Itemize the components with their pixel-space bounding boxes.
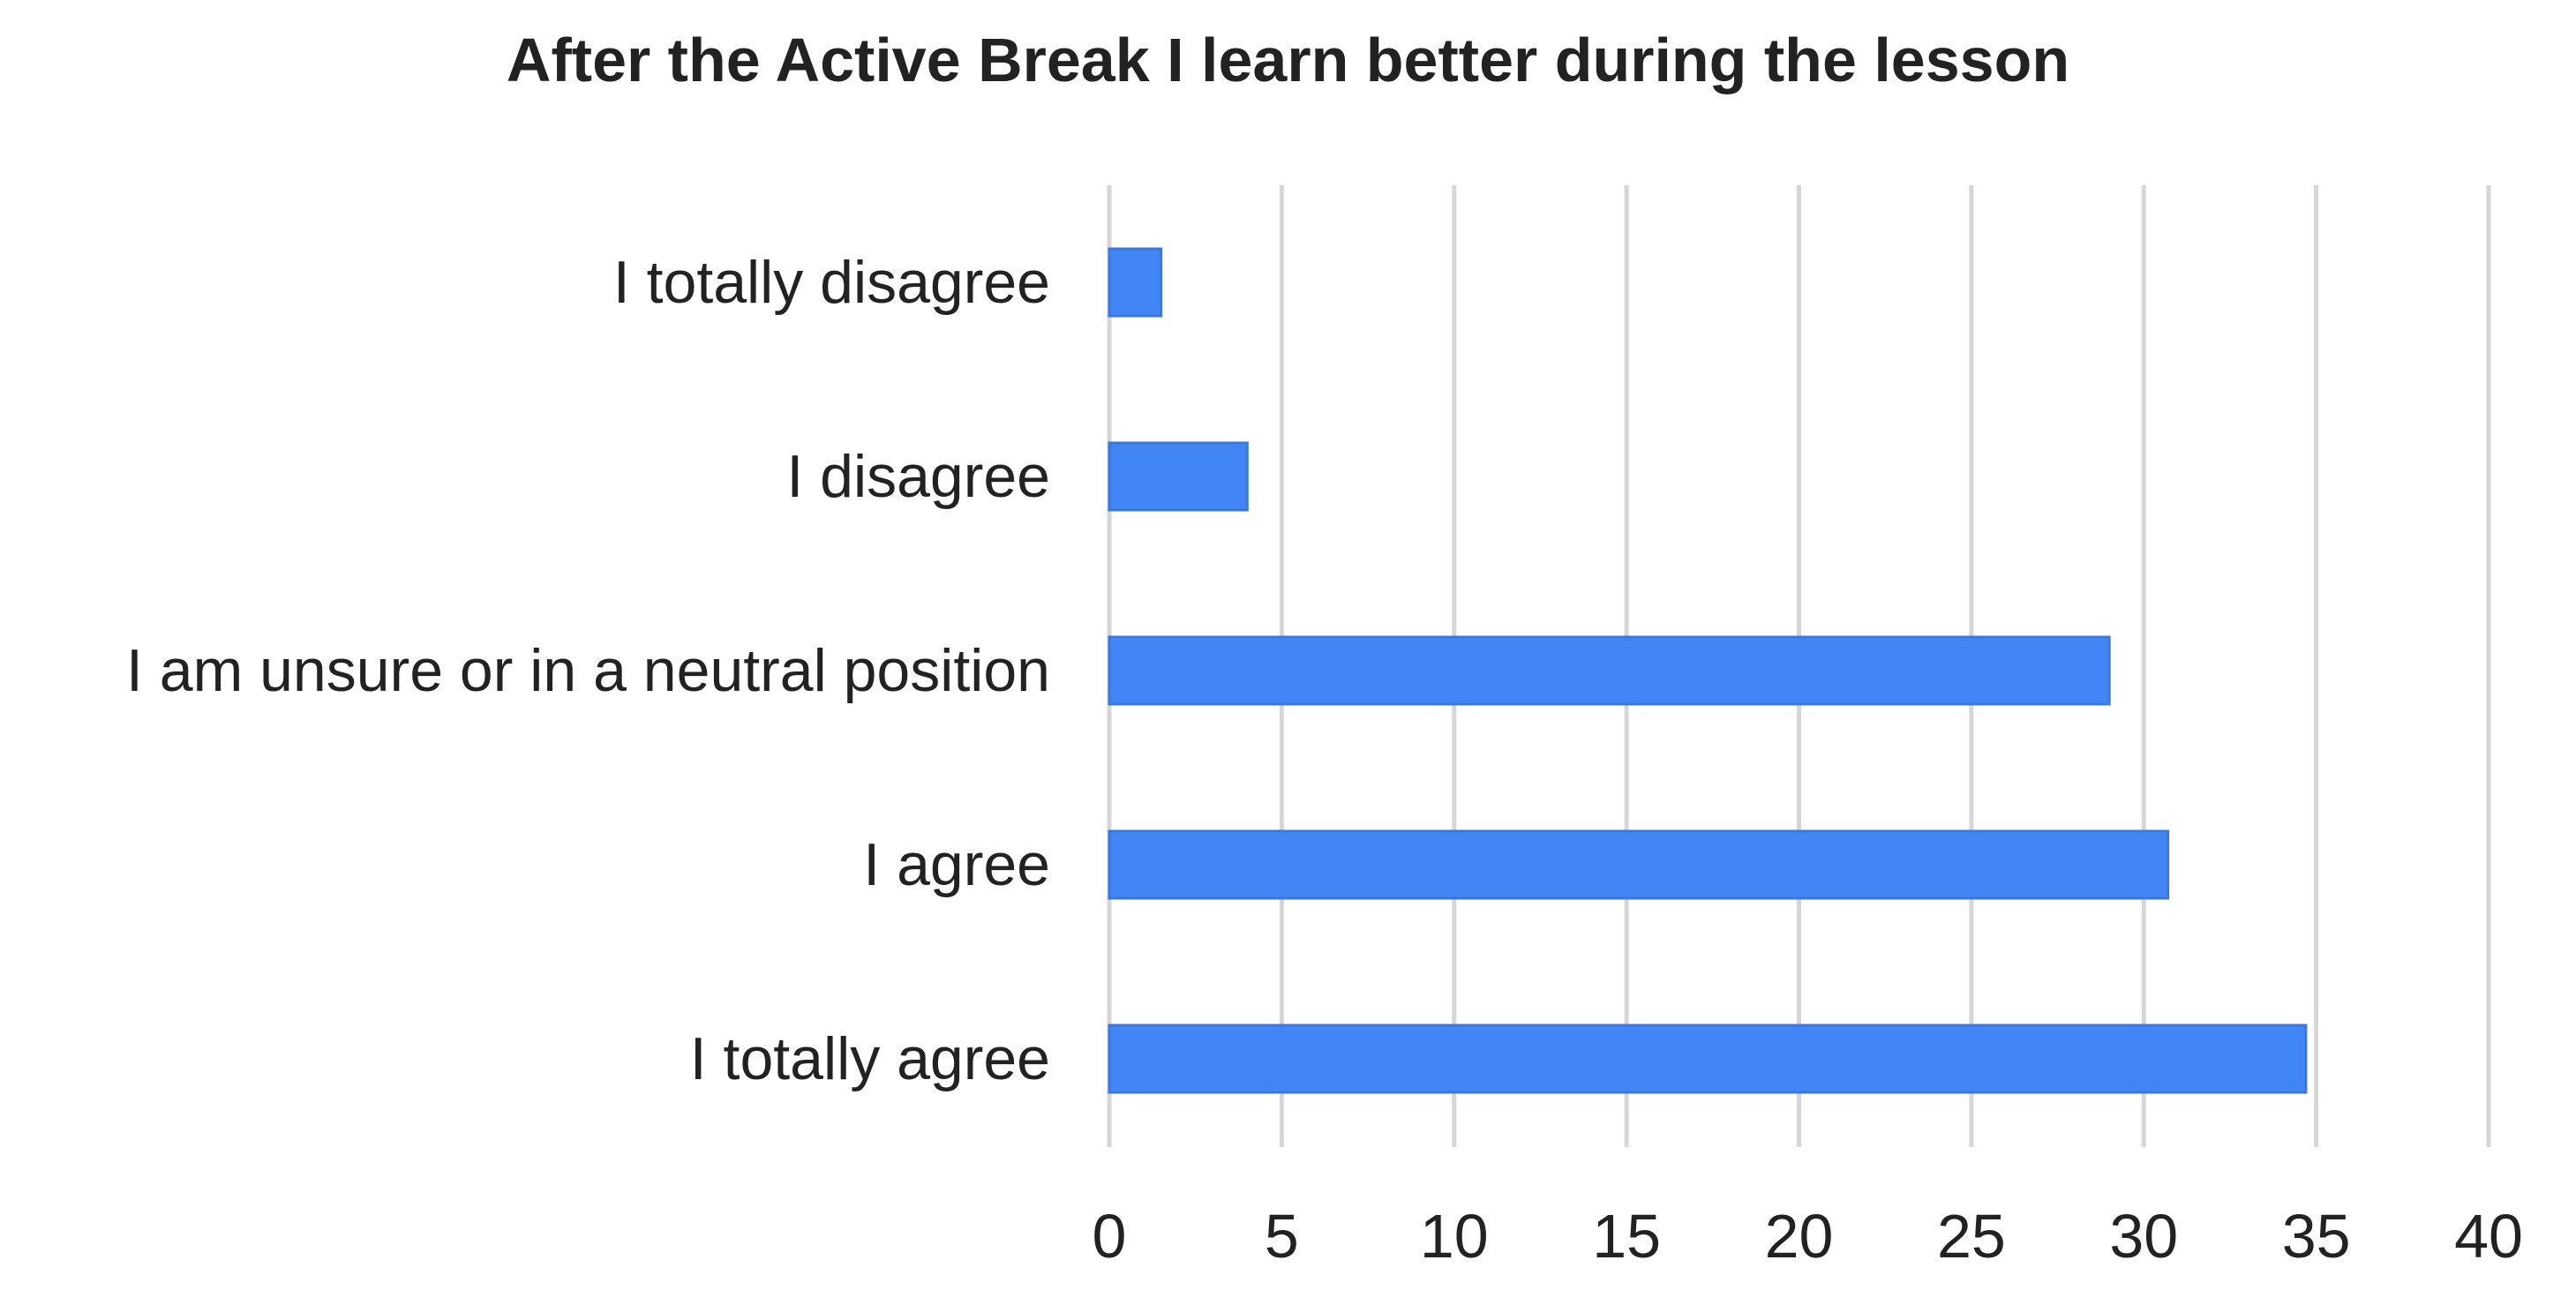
- bars: [1108, 247, 2308, 1094]
- x-tick-label: 35: [2282, 1202, 2351, 1271]
- bar: [1108, 441, 1249, 512]
- x-tick-label: 10: [1420, 1202, 1489, 1271]
- x-tick-label: 0: [1093, 1202, 1127, 1271]
- x-axis-tick-labels: 0 5 10 15 20 25 30 35 40: [1093, 1202, 2523, 1271]
- x-tick-label: 30: [2109, 1202, 2178, 1271]
- x-tick-label: 40: [2454, 1202, 2523, 1271]
- bar: [1108, 829, 2170, 900]
- bar: [1108, 247, 1163, 318]
- x-tick-label: 5: [1265, 1202, 1299, 1271]
- category-label: I disagree: [786, 443, 1050, 510]
- x-tick-label: 20: [1765, 1202, 1834, 1271]
- category-label: I am unsure or in a neutral position: [126, 637, 1050, 704]
- category-label: I agree: [863, 831, 1050, 898]
- x-tick-label: 15: [1592, 1202, 1661, 1271]
- bar: [1108, 635, 2111, 706]
- category-labels: I totally disagree I disagree I am unsure …: [126, 249, 1050, 1092]
- x-tick-label: 25: [1937, 1202, 2006, 1271]
- chart-title: After the Active Break I learn better du…: [506, 26, 2070, 94]
- category-label: I totally disagree: [613, 249, 1050, 316]
- bar: [1108, 1024, 2308, 1094]
- category-label: I totally agree: [690, 1025, 1050, 1092]
